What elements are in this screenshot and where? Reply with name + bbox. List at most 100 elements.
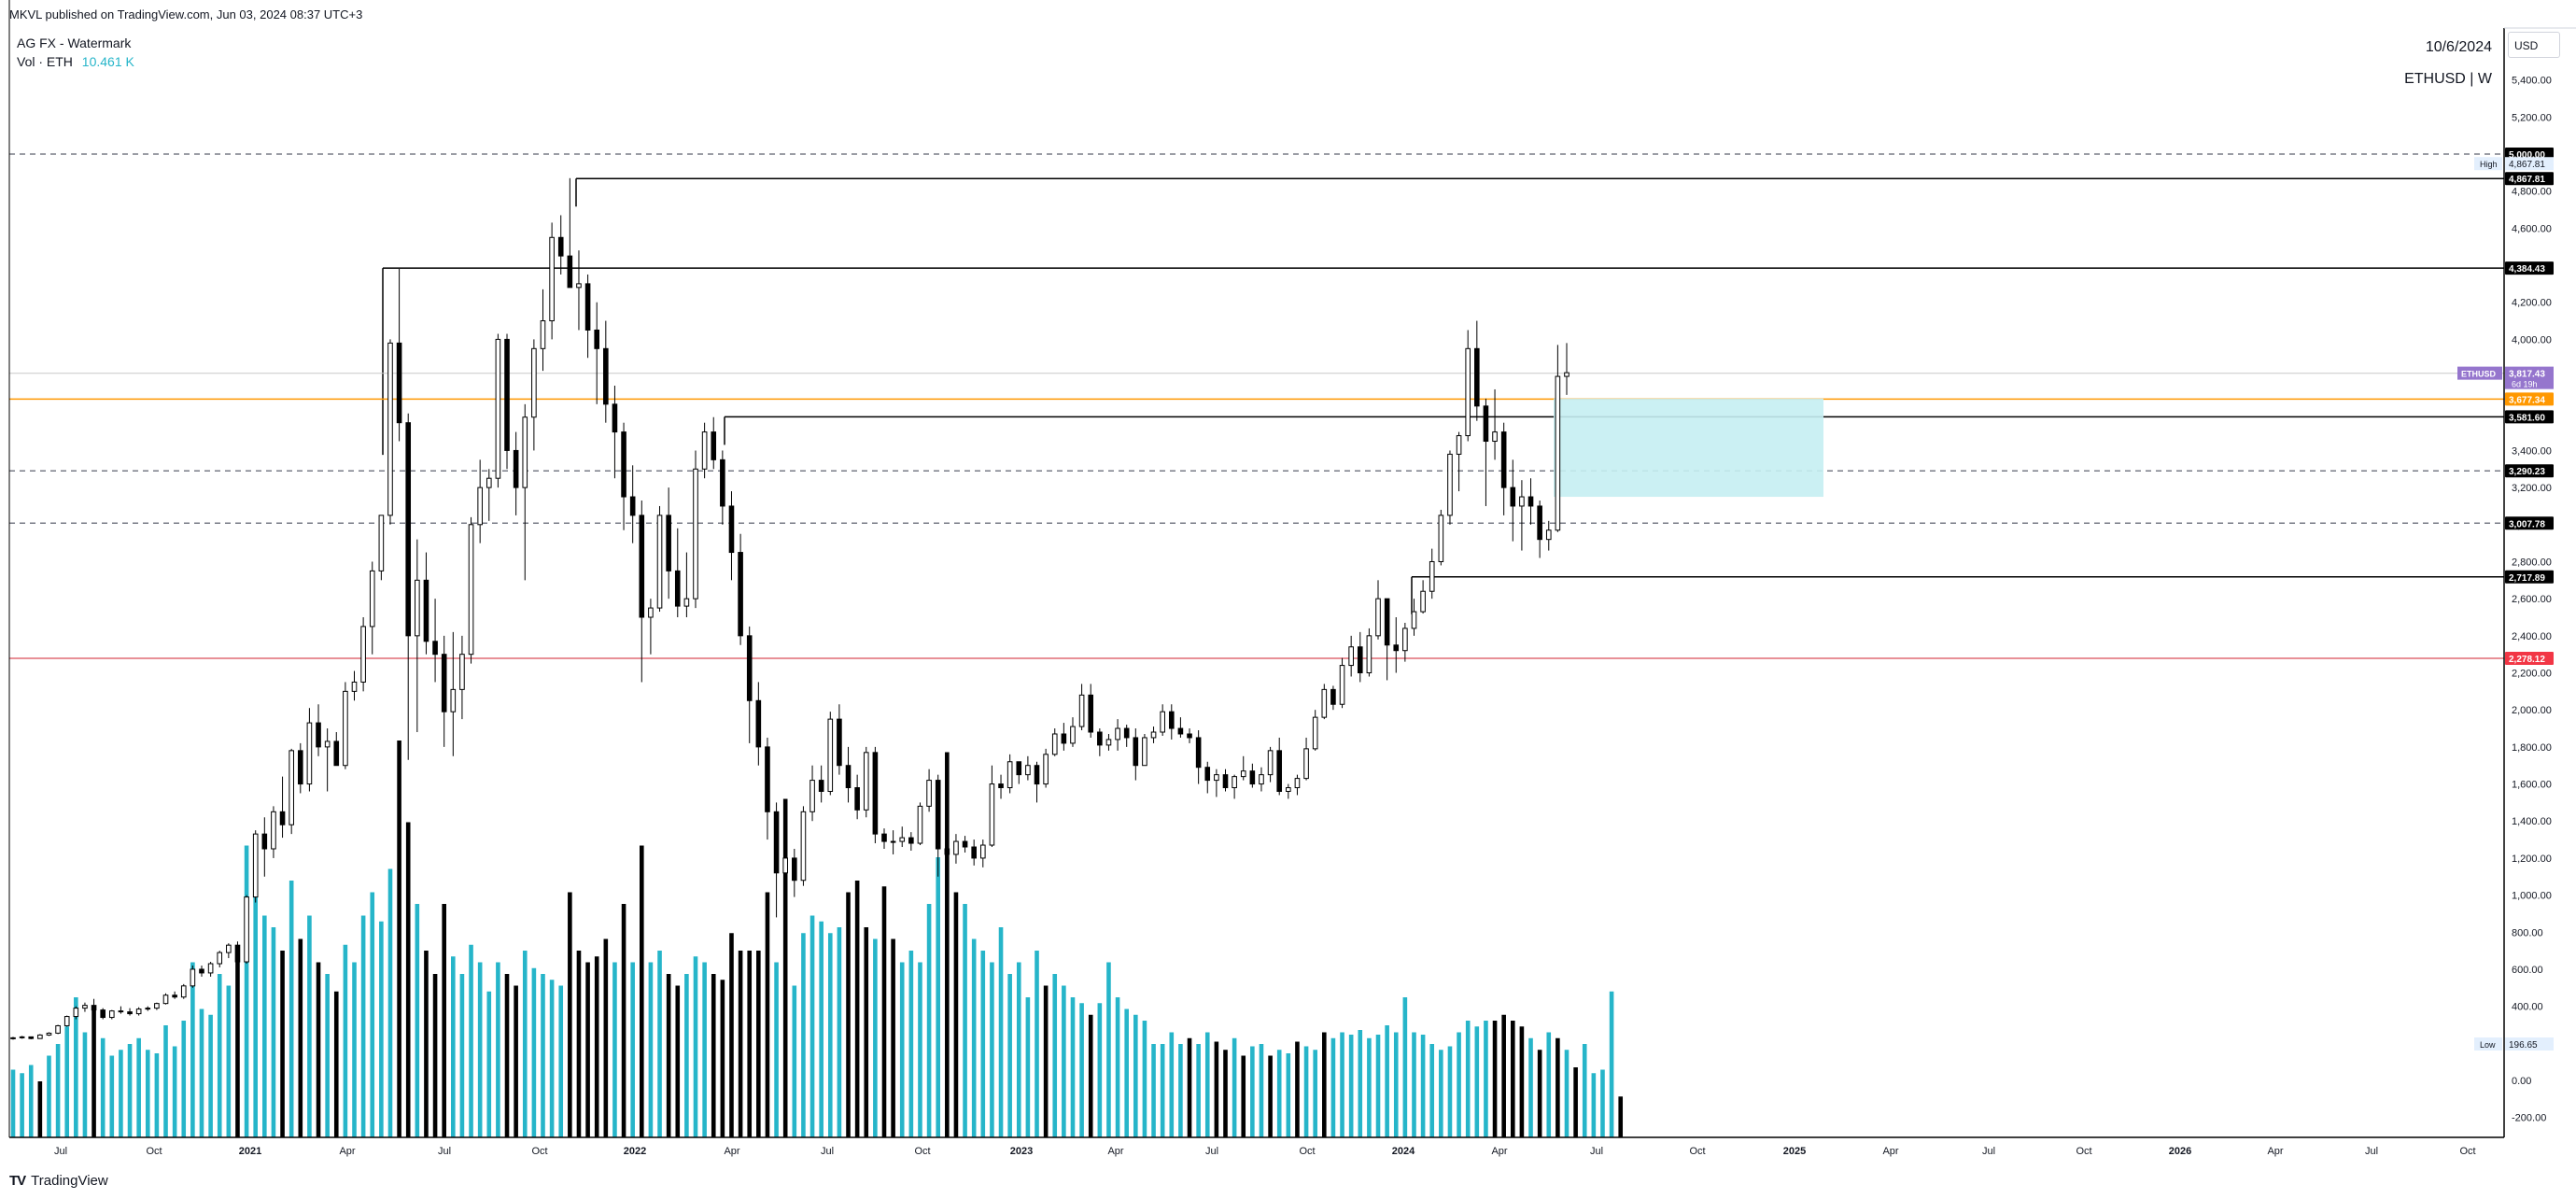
candle-body xyxy=(1312,716,1318,750)
footer[interactable]: TV TradingView xyxy=(9,1173,108,1189)
level-price-label-bg xyxy=(2505,570,2554,584)
candle-body xyxy=(415,579,420,637)
candle-body xyxy=(378,515,385,571)
level-price-label: 3,581.60 xyxy=(2509,413,2545,423)
candle-body xyxy=(800,811,807,882)
volume-bar xyxy=(1501,1014,1506,1137)
candle-body xyxy=(486,477,492,488)
y-tick-label: 4,600.00 xyxy=(2512,223,2552,234)
currency-button[interactable]: USD xyxy=(2508,32,2560,58)
high-tag-bg xyxy=(2474,157,2502,171)
volume-bar xyxy=(1043,985,1049,1137)
candle-body xyxy=(540,320,546,349)
y-tick-label: 3,400.00 xyxy=(2512,445,2552,457)
volume-bar xyxy=(1457,1032,1461,1137)
candle-body xyxy=(765,746,770,812)
x-tick-label: Jul xyxy=(1205,1146,1218,1157)
indicator-title: AG FX - Watermark xyxy=(17,35,132,50)
countdown-label: 6d 19h xyxy=(2512,380,2538,389)
low-value: 196.65 xyxy=(2509,1040,2538,1051)
candle-body xyxy=(180,985,187,998)
level-price-label-bg xyxy=(2505,261,2554,275)
candle-body xyxy=(1447,453,1453,516)
candles xyxy=(10,177,1570,1040)
volume-bar xyxy=(244,845,249,1137)
volume-bar xyxy=(648,962,654,1137)
watermark-date: 10/6/2024 xyxy=(2425,39,2492,55)
volume-bar xyxy=(774,962,779,1137)
volume-bar xyxy=(100,1037,106,1137)
x-tick-label: Oct xyxy=(1299,1146,1315,1157)
candle-body xyxy=(818,780,824,792)
volume-bar xyxy=(37,1081,43,1137)
candle-body xyxy=(297,750,303,785)
volume-bar xyxy=(639,845,644,1137)
volume-bar xyxy=(1429,1044,1435,1137)
footer-brand[interactable]: TradingView xyxy=(31,1173,108,1189)
volume-bar xyxy=(307,915,312,1137)
volume-bar xyxy=(1070,997,1076,1137)
volume-bar xyxy=(1600,1069,1605,1137)
volume-bar xyxy=(1618,1096,1624,1137)
candle-body xyxy=(522,416,528,488)
candle-body xyxy=(1564,372,1570,377)
x-tick-label: Apr xyxy=(724,1146,739,1157)
low-tag-bg xyxy=(2474,1037,2502,1051)
candle-body xyxy=(217,952,223,965)
level-price-label-bg xyxy=(2505,392,2554,406)
volume-bar xyxy=(370,892,375,1137)
current-price-label: 3,817.43 xyxy=(2509,370,2545,380)
candle-body xyxy=(971,846,977,859)
volume-bar xyxy=(253,892,258,1137)
volume-bar xyxy=(451,956,456,1137)
volume-legend[interactable]: Vol · ETH 10.461 K xyxy=(17,54,134,69)
candle-body xyxy=(1303,748,1309,780)
candle-body xyxy=(792,857,797,882)
high-tag: High xyxy=(2480,160,2498,169)
candle-body xyxy=(755,699,762,748)
volume-bar xyxy=(1241,1055,1246,1137)
candle-body xyxy=(513,449,519,488)
level-price-label: 4,867.81 xyxy=(2509,175,2545,185)
volume-bar xyxy=(1214,1041,1219,1137)
volume-bar xyxy=(936,857,941,1137)
volume-bar xyxy=(926,904,932,1137)
volume-bar xyxy=(424,951,429,1137)
candle-body xyxy=(1375,598,1381,637)
volume-bar xyxy=(1367,1037,1372,1137)
candle-body xyxy=(1321,688,1328,718)
y-tick-label: 600.00 xyxy=(2512,965,2543,976)
volume-bar xyxy=(568,892,572,1137)
x-tick-label: Jul xyxy=(1590,1146,1603,1157)
candle-body xyxy=(1133,737,1139,767)
level-price-label: 2,717.89 xyxy=(2509,573,2545,584)
volume-bar xyxy=(271,927,276,1137)
volume-bar xyxy=(1151,1044,1156,1137)
volume-bar xyxy=(1178,1044,1183,1137)
level-price-label-bg xyxy=(2505,652,2554,666)
volume-bar xyxy=(190,962,195,1137)
candle-body xyxy=(1123,727,1130,739)
candle-body xyxy=(612,403,618,433)
volume-bar xyxy=(531,967,537,1137)
volume-bar xyxy=(235,951,240,1137)
volume-bar xyxy=(953,892,959,1137)
volume-bar xyxy=(945,752,950,1137)
volume-bar xyxy=(74,997,78,1137)
candle-body xyxy=(1393,644,1400,652)
volume-bar xyxy=(630,962,635,1137)
candle-body xyxy=(1357,646,1363,674)
volume-bar xyxy=(1259,1044,1264,1137)
x-tick-label: Oct xyxy=(2459,1146,2475,1157)
price-levels xyxy=(9,153,2504,659)
volume-bar xyxy=(1439,1050,1443,1137)
y-tick-label: 2,200.00 xyxy=(2512,669,2552,680)
volume-bar xyxy=(1447,1046,1453,1137)
volume-bar xyxy=(837,927,842,1137)
candle-body xyxy=(1061,733,1067,744)
candle-body xyxy=(468,524,474,656)
candle-body xyxy=(162,994,169,1005)
candle-body xyxy=(432,641,438,656)
level-price-label: 3,677.34 xyxy=(2509,395,2545,405)
